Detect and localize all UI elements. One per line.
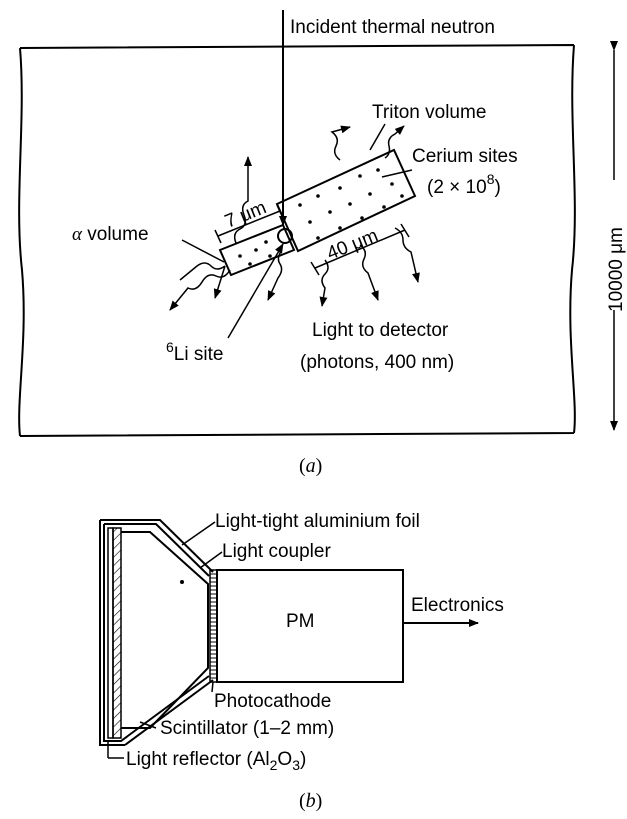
panel-b: PM Electronics Light-tight aluminium foi… [99,511,504,812]
panel-a: Incident thermal neutron [18,10,627,477]
electronics-label: Electronics [411,595,504,616]
scintillator-slab [18,44,576,437]
pm-label: PM [286,611,315,632]
light-coupler [121,531,209,729]
li-site-label: 6Li site [166,339,223,365]
foil-label: Light-tight aluminium foil [215,511,420,532]
cerium-dots [238,168,404,266]
caption-a: (a) [299,455,322,477]
li-site-circle [277,228,293,244]
dim-10000um-label: 10000 μm [606,227,627,312]
caption-b: (b) [299,790,322,812]
pm-tube [216,569,404,683]
scintillator-label: Scintillator (1–2 mm) [160,718,334,739]
photocathode-label: Photocathode [214,691,331,712]
cerium-sites-label: Cerium sites [412,146,518,167]
light-coupler-label: Light coupler [222,541,331,562]
cerium-count-label: (2 × 108) [427,171,501,198]
dim-40um-label: 40 μm [324,225,381,264]
photon-arrows [169,125,420,311]
incident-neutron-label: Incident thermal neutron [290,17,495,38]
light-detector-label-2: (photons, 400 nm) [300,352,454,373]
dim-40um-line [314,229,406,269]
light-detector-label-1: Light to detector [312,320,449,341]
scintillator-strip [112,527,122,739]
foil-outline [99,519,214,746]
light-reflector-label: Light reflector (Al2O3) [126,749,306,773]
alpha-volume-label: α volume [72,224,149,245]
dim-7um-line [217,210,281,237]
alpha-volume-box [218,223,296,277]
triton-volume-label: Triton volume [372,102,486,123]
photocathode [209,569,218,683]
